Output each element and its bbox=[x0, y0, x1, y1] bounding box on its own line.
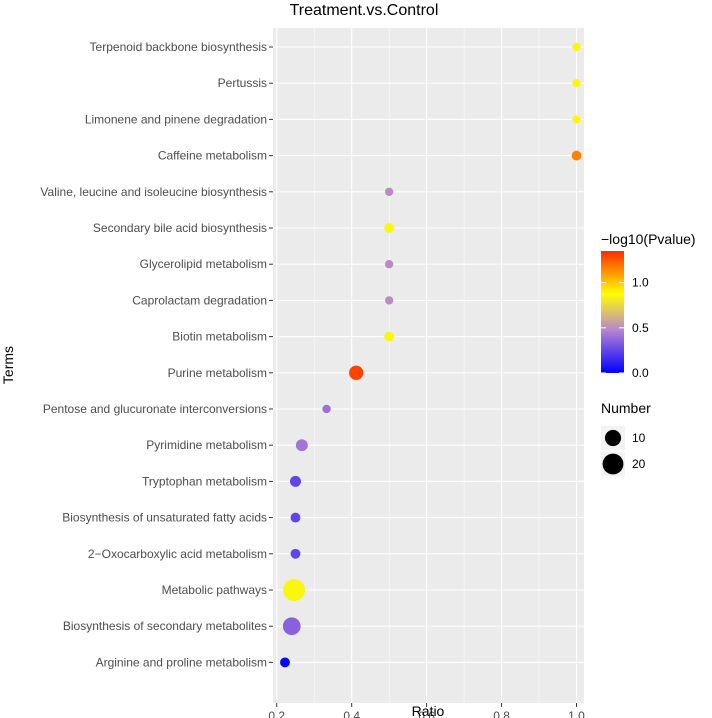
data-point bbox=[290, 512, 301, 523]
size-key-label: 20 bbox=[632, 457, 646, 471]
term-label: Valine, leucine and isoleucine biosynthe… bbox=[40, 185, 267, 199]
x-axis-title: Ratio bbox=[412, 703, 445, 718]
term-label: Secondary bile acid biosynthesis bbox=[93, 221, 267, 235]
data-point bbox=[384, 187, 394, 196]
term-label: Caprolactam degradation bbox=[132, 293, 267, 307]
size-key-dot bbox=[604, 429, 622, 447]
term-label: Pyrimidine metabolism bbox=[146, 438, 267, 452]
gridlines bbox=[273, 28, 584, 703]
data-point bbox=[384, 331, 395, 342]
data-point bbox=[282, 617, 301, 636]
term-label: Biosynthesis of secondary metabolites bbox=[63, 619, 267, 633]
size-key-label: 10 bbox=[632, 431, 646, 445]
data-point bbox=[289, 475, 301, 487]
term-label: Tryptophan metabolism bbox=[142, 474, 267, 488]
term-label: Pertussis bbox=[218, 76, 267, 90]
x-axis: 0.2 0.4 0.6 0.8 1.0 bbox=[268, 703, 585, 718]
color-scale-label: 0.5 bbox=[632, 321, 649, 335]
x-tick-label: 0.2 bbox=[268, 709, 285, 718]
term-label: 2−Oxocarboxylic acid metabolism bbox=[88, 547, 267, 561]
data-point bbox=[384, 260, 394, 269]
data-point bbox=[571, 150, 582, 161]
term-label: Purine metabolism bbox=[168, 366, 267, 380]
data-point bbox=[322, 404, 331, 414]
data-point bbox=[295, 439, 308, 452]
color-legend-title: −log10(Pvalue) bbox=[601, 231, 696, 247]
data-point bbox=[572, 115, 581, 124]
term-label: Pentose and glucuronate interconversions bbox=[43, 402, 267, 416]
term-label: Arginine and proline metabolism bbox=[96, 655, 267, 669]
data-point bbox=[572, 79, 581, 88]
x-tick-label: 1.0 bbox=[568, 709, 585, 718]
data-points bbox=[280, 42, 582, 668]
size-key-dot bbox=[602, 453, 624, 475]
data-point bbox=[282, 579, 305, 601]
term-label: Limonene and pinene degradation bbox=[85, 112, 267, 126]
y-axis-title: Terms bbox=[0, 346, 16, 384]
color-scale-label: 1.0 bbox=[632, 276, 649, 290]
term-label: Caffeine metabolism bbox=[158, 149, 267, 163]
term-label: Terpenoid backbone biosynthesis bbox=[90, 40, 267, 54]
color-scale-bar bbox=[601, 251, 624, 373]
color-scale-label: 0.0 bbox=[632, 366, 649, 380]
data-point bbox=[280, 657, 290, 668]
data-point bbox=[384, 223, 395, 233]
x-tick-label: 0.6 bbox=[418, 709, 435, 718]
plot-panel bbox=[273, 28, 584, 703]
color-legend: −log10(Pvalue) 1.0 0.5 0.0 bbox=[601, 231, 696, 380]
term-labels: Terpenoid backbone biosynthesis Pertussis… bbox=[40, 40, 273, 669]
data-point bbox=[290, 548, 301, 559]
data-point bbox=[572, 42, 581, 52]
term-label: Glycerolipid metabolism bbox=[140, 257, 267, 271]
term-label: Metabolic pathways bbox=[162, 583, 267, 597]
term-label: Biosynthesis of unsaturated fatty acids bbox=[62, 511, 267, 525]
size-legend-title: Number bbox=[601, 400, 651, 416]
data-point bbox=[384, 296, 394, 305]
chart-title: Treatment.vs.Control bbox=[290, 2, 439, 19]
x-tick-label: 0.8 bbox=[493, 709, 510, 718]
data-point bbox=[349, 365, 364, 380]
term-label: Biotin metabolism bbox=[172, 330, 267, 344]
size-legend: Number 10 20 bbox=[601, 400, 651, 476]
x-tick-label: 0.4 bbox=[343, 709, 360, 718]
